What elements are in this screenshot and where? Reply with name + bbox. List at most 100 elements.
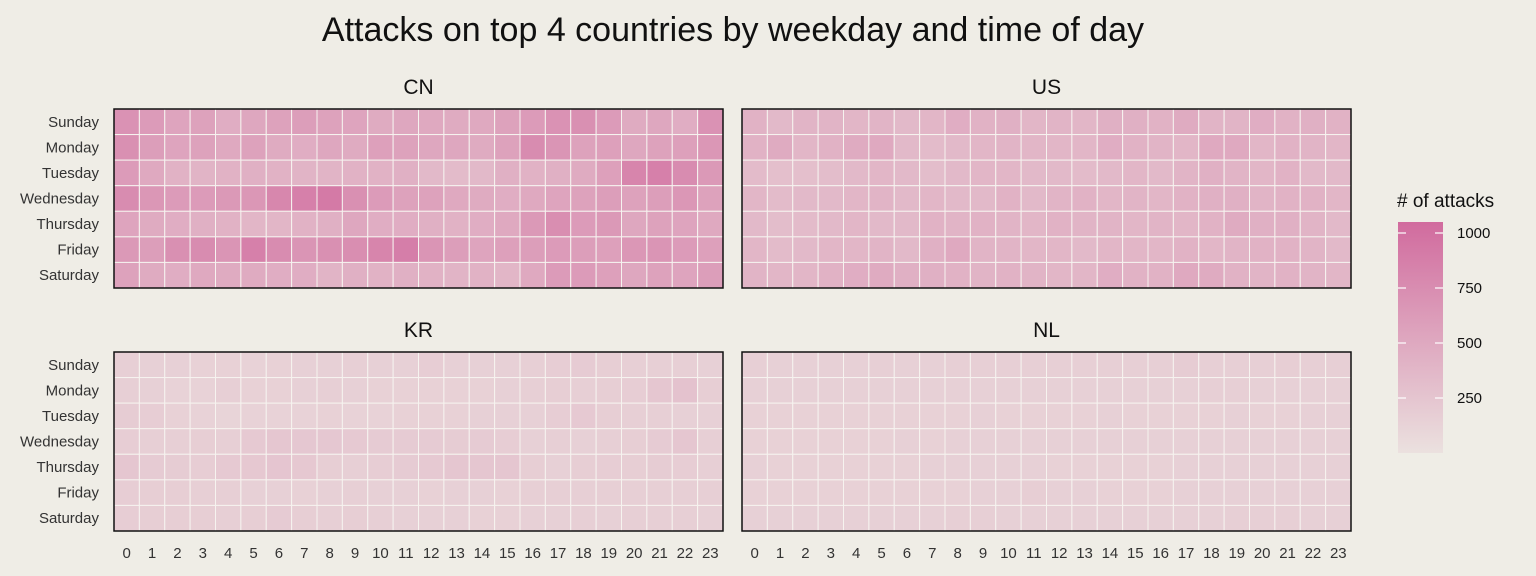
heatmap-cell [443,351,470,379]
heatmap-cell [138,185,166,212]
heatmap-cell [341,185,369,212]
heatmap-cell [843,377,870,404]
hour-label: 12 [1051,545,1068,562]
heatmap-cell [868,504,895,532]
heatmap-cell [570,108,597,136]
panel-border [113,351,724,532]
heatmap-cell [443,159,470,187]
heatmap-cell [1299,479,1327,506]
heatmap-cell [519,210,546,238]
heatmap-cell [741,236,768,263]
heatmap-cell [1096,210,1124,238]
heatmap-cell [1299,453,1327,481]
hour-label: 17 [1178,545,1195,562]
panel-us: US [741,76,1352,289]
heatmap-cell [1325,236,1352,263]
heatmap-cell [792,185,819,212]
heatmap-cell [392,261,419,289]
heatmap-cell [1046,236,1073,263]
heatmap-cell [418,236,445,263]
heatmap-cell [766,185,794,212]
heatmap-cell [1223,479,1250,506]
heatmap-cell [1274,108,1301,136]
heatmap-cell [817,377,844,404]
heatmap-cell [1299,185,1327,212]
day-label: Sunday [48,357,99,374]
heatmap-cell [392,210,419,238]
heatmap-cell [1096,351,1124,379]
heatmap-cell [215,236,242,263]
hour-label: 5 [249,545,257,562]
heatmap-cell [766,428,794,455]
heatmap-cell [291,159,318,187]
heatmap-cell [519,261,546,289]
heatmap-cell [621,108,648,136]
heatmap-cell [741,261,768,289]
heatmap-cell [1147,134,1174,161]
heatmap-cell [1299,108,1327,136]
heatmap-cell [595,108,622,136]
heatmap-cell [570,185,597,212]
heatmap-cell [697,453,724,481]
hour-label: 7 [928,545,936,562]
heatmap-cell [1020,479,1047,506]
heatmap-cell [1249,134,1276,161]
heatmap-cell [893,159,921,187]
hour-label: 19 [600,545,617,562]
heatmap-cell [1299,159,1327,187]
heatmap-cell [1122,504,1149,532]
heatmap-cell [1249,479,1276,506]
heatmap-cell [1020,428,1047,455]
heatmap-cell [1046,210,1073,238]
heatmap-cell [792,479,819,506]
heatmap-cell [893,108,921,136]
heatmap-cell [164,504,191,532]
heatmap-cell [671,504,699,532]
facet-label: CN [403,76,433,99]
heatmap-cell [893,351,921,379]
heatmap-cell [341,261,369,289]
heatmap-cell [1325,185,1352,212]
heatmap-cell [138,108,166,136]
heatmap-cell [1020,504,1047,532]
heatmap-cell [766,134,794,161]
heatmap-cell [919,159,946,187]
heatmap-cell [1223,236,1250,263]
heatmap-cell [494,108,521,136]
hour-label: 8 [954,545,962,562]
day-label: Saturday [39,510,100,527]
day-label: Friday [57,242,99,259]
heatmap-cell [1046,479,1073,506]
heatmap-cell [995,377,1022,404]
heatmap-cell [240,261,267,289]
heatmap-cell [868,377,895,404]
heatmap-cell [919,185,946,212]
heatmap-cell [843,402,870,430]
heatmap-cell [1249,185,1276,212]
heatmap-cell [646,134,673,161]
heatmap-cell [392,504,419,532]
heatmap-cell [164,351,191,379]
heatmap-cell [316,351,343,379]
heatmap-cell [138,402,166,430]
heatmap-cell [291,479,318,506]
heatmap-cell [1147,236,1174,263]
heatmap-cell [443,210,470,238]
heatmap-cell [868,479,895,506]
heatmap-cell [341,159,369,187]
heatmap-cell [443,236,470,263]
heatmap-cell [316,108,343,136]
heatmap-cell [671,159,699,187]
hour-label: 3 [827,545,835,562]
heatmap-cell [189,108,216,136]
heatmap-cell [519,479,546,506]
heatmap-cell [341,428,369,455]
heatmap-cell [595,351,622,379]
heatmap-cell [240,134,267,161]
heatmap-cell [944,504,971,532]
heatmap-cell [1096,428,1124,455]
heatmap-cell [468,351,496,379]
heatmap-cell [443,134,470,161]
heatmap-cell [1299,402,1327,430]
heatmap-cell [868,428,895,455]
